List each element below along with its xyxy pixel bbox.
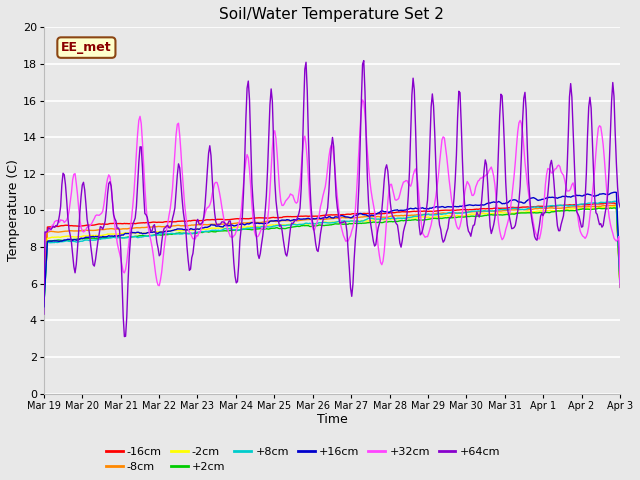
Y-axis label: Temperature (C): Temperature (C) <box>7 159 20 262</box>
X-axis label: Time: Time <box>317 413 348 426</box>
Legend: -16cm, -8cm, -2cm, +2cm, +8cm, +16cm, +32cm, +64cm: -16cm, -8cm, -2cm, +2cm, +8cm, +16cm, +3… <box>106 447 500 472</box>
Title: Soil/Water Temperature Set 2: Soil/Water Temperature Set 2 <box>220 7 444 22</box>
Text: EE_met: EE_met <box>61 41 112 54</box>
